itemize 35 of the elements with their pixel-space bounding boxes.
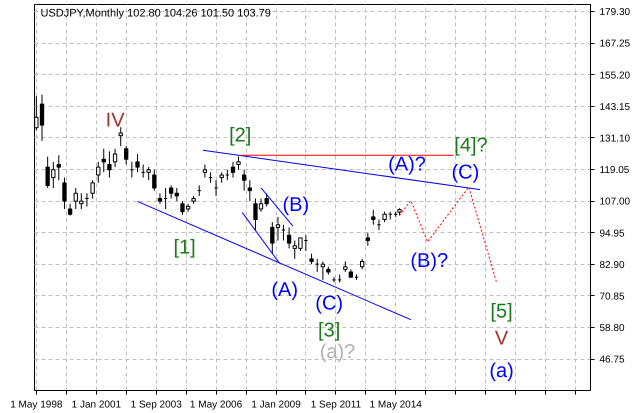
y-tick-label: 107.00 <box>600 196 631 208</box>
y-tick-label: 82.90 <box>600 260 625 271</box>
annotation: (a) <box>489 360 514 382</box>
x-tick-label: 1 Sep 2003 <box>130 400 182 410</box>
chart-title: USDJPY,Monthly 102.80 104.26 101.50 103.79 <box>40 8 271 20</box>
annotation: V <box>494 327 509 350</box>
x-tick-label: 1 Jan 2001 <box>72 400 122 410</box>
y-tick-label: 155.20 <box>600 70 631 82</box>
annotation: [2] <box>229 124 252 147</box>
annotation: (B) <box>282 194 310 216</box>
y-tick-label: 94.95 <box>600 228 625 240</box>
annotation: (B)? <box>410 250 448 272</box>
annotation: [3] <box>318 320 340 342</box>
x-tick-label: 1 Jan 2009 <box>251 400 302 410</box>
y-tick-label: 131.10 <box>600 133 631 144</box>
annotation: (A) <box>271 279 298 302</box>
y-tick-label: 143.15 <box>600 102 631 113</box>
y-tick-label: 167.25 <box>600 38 631 50</box>
x-tick-label: 1 May 2006 <box>190 400 243 410</box>
annotation: (C) <box>315 292 344 315</box>
annotation: (a)? <box>320 340 356 363</box>
annotation: (A)? <box>388 154 426 176</box>
y-tick-label: 179.30 <box>600 7 631 18</box>
annotation: [1] <box>174 236 196 259</box>
y-tick-label: 46.75 <box>600 354 625 366</box>
annotation: IV <box>106 109 126 132</box>
annotation: (C) <box>452 161 480 184</box>
y-tick-label: 58.80 <box>600 323 625 334</box>
annotation: [4]? <box>454 134 488 156</box>
y-tick-label: 119.05 <box>600 165 630 176</box>
x-tick-label: 1 Sep 2011 <box>310 400 362 410</box>
y-tick-label: 70.85 <box>600 291 625 302</box>
x-tick-label: 1 May 1998 <box>10 400 63 410</box>
annotation: [5] <box>490 300 513 322</box>
x-tick-label: 1 May 2014 <box>370 400 422 410</box>
